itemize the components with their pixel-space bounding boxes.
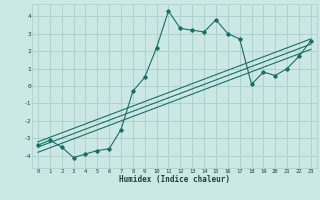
X-axis label: Humidex (Indice chaleur): Humidex (Indice chaleur)	[119, 175, 230, 184]
